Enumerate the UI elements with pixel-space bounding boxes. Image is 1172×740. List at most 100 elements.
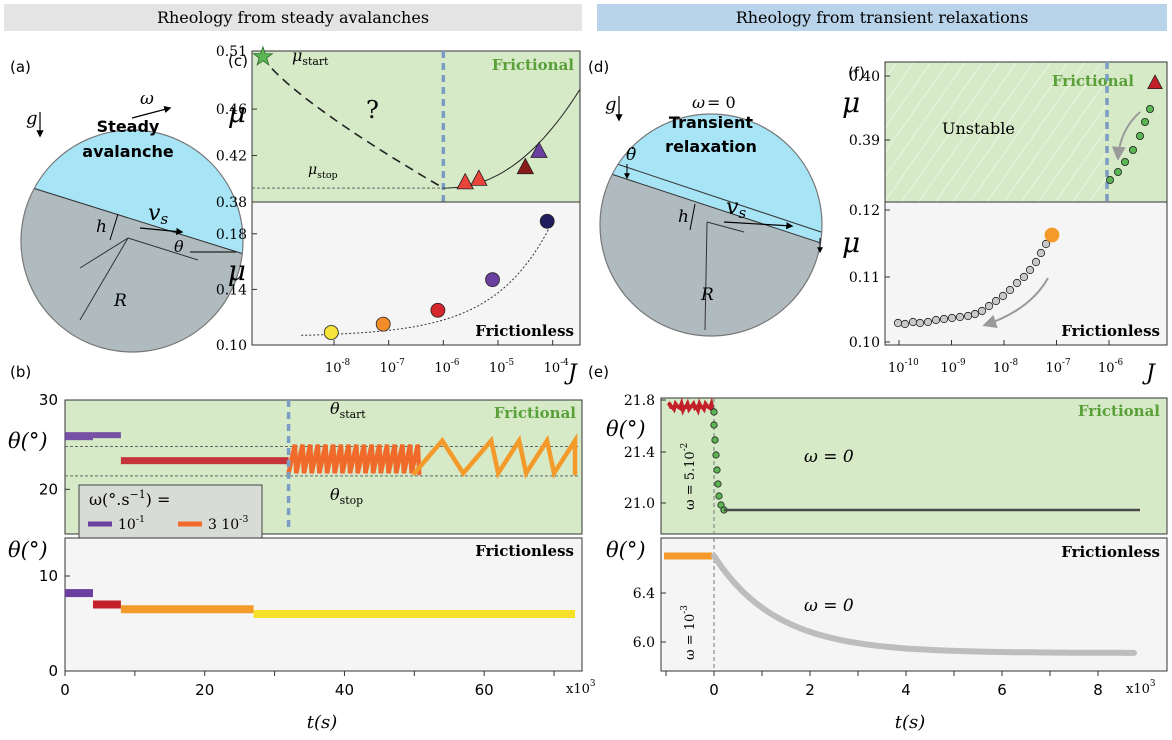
ytick-label: 0.14 xyxy=(216,282,247,298)
question-mark: ? xyxy=(366,96,379,124)
omega-label: ω xyxy=(140,89,154,109)
y-axis-label: μ xyxy=(842,226,860,259)
data-point xyxy=(710,421,718,429)
data-point xyxy=(984,301,994,311)
plot-frame xyxy=(251,201,581,346)
xtick-label: 10-6 xyxy=(434,358,460,376)
plot-frame xyxy=(660,397,1168,535)
xtick-label: 10-4 xyxy=(544,358,570,376)
panel-label: (c) xyxy=(228,52,248,70)
plot-frame xyxy=(660,537,1168,672)
x-axis-label: J xyxy=(1142,361,1156,386)
data-point xyxy=(1012,278,1022,288)
data-point xyxy=(1136,131,1145,140)
panel-label: (a) xyxy=(10,58,31,76)
velocity-arrow xyxy=(139,227,184,236)
rotated-label: ω = 10-3 xyxy=(680,605,698,660)
radius-label: R xyxy=(700,285,714,305)
xtick-label: 10-10 xyxy=(888,358,919,376)
data-point xyxy=(939,314,949,324)
grain-region xyxy=(21,184,243,352)
xtick-label: 40 xyxy=(335,681,354,699)
ytick-label: 0.11 xyxy=(849,270,880,286)
data-point xyxy=(947,313,957,323)
frictionless-plot-bg xyxy=(65,538,582,671)
legend-label: 3 10-3 xyxy=(208,514,248,533)
data-point xyxy=(1114,167,1123,176)
omega-value: = 0 xyxy=(707,93,736,112)
unstable-hatch xyxy=(885,62,1107,202)
xtick-label: 6 xyxy=(997,681,1007,699)
xtick-label: 0 xyxy=(60,681,70,699)
data-point xyxy=(539,213,555,229)
ytick-label: 0.12 xyxy=(849,203,880,219)
x-scale-note: x103 xyxy=(566,679,596,697)
data-point xyxy=(1129,145,1138,154)
y-axis-label: μ xyxy=(228,96,246,129)
data-point xyxy=(1141,118,1150,127)
data-point xyxy=(931,315,941,325)
plot-frame xyxy=(64,537,583,672)
ytick-label: 0.46 xyxy=(216,102,247,118)
x-axis-label: t(s) xyxy=(307,712,338,733)
ytick-label: 0.38 xyxy=(216,195,247,211)
panel-label: (f) xyxy=(848,64,865,82)
avalanche-title: avalanche xyxy=(82,142,174,161)
data-triangle xyxy=(530,141,548,158)
relaxation-title: Transient xyxy=(669,113,753,132)
ytick-label: 0.10 xyxy=(849,335,880,351)
mu-start-label: μstart xyxy=(292,46,329,68)
xtick-label: 10-8 xyxy=(325,358,351,376)
data-point xyxy=(430,302,446,318)
avalanche-title: Steady xyxy=(97,117,160,136)
frictional-title: Frictional xyxy=(1078,402,1160,420)
plot-frame xyxy=(884,201,1168,346)
ytick-label: 6.0 xyxy=(633,635,655,651)
legend-title: ω(°.s−1) = xyxy=(89,488,170,509)
series-band xyxy=(65,432,93,441)
unstable-label: Unstable xyxy=(942,119,1015,138)
ytick-label: 0.39 xyxy=(849,133,880,149)
relaxation-arrow xyxy=(1111,111,1141,161)
panel-label: (e) xyxy=(588,363,609,381)
xtick-label: 0 xyxy=(709,681,719,699)
data-point xyxy=(1025,265,1035,275)
grain-region xyxy=(600,170,822,336)
data-point xyxy=(915,318,925,328)
data-triangle xyxy=(456,172,474,190)
series-band xyxy=(253,610,576,618)
xtick-label: 10-7 xyxy=(380,358,405,376)
y-axis-label: θ(°) xyxy=(606,538,646,562)
ytick-label: 0.40 xyxy=(849,69,880,85)
data-point xyxy=(900,319,910,329)
data-point xyxy=(1005,285,1015,295)
omega-zero-label: ω = 0 xyxy=(804,596,854,616)
gravity-label: g xyxy=(26,108,38,129)
y-axis-label: μ xyxy=(228,254,246,287)
depth-arrow xyxy=(109,213,119,241)
disk-outline xyxy=(599,113,823,337)
frictional-title: Frictional xyxy=(492,56,574,74)
driven-series xyxy=(666,397,715,416)
inner-line xyxy=(706,221,745,233)
disk-outline xyxy=(20,129,244,353)
data-point xyxy=(375,316,391,332)
data-point xyxy=(998,291,1008,301)
ytick-label: 0.10 xyxy=(216,338,247,354)
data-triangle xyxy=(470,169,488,186)
frictionless-title: Frictionless xyxy=(1061,543,1160,561)
frictional-title: Frictional xyxy=(1052,72,1134,90)
xtick-label: 8 xyxy=(1093,681,1103,699)
ytick-label: 30 xyxy=(39,391,58,409)
data-triangle xyxy=(1147,74,1163,89)
ytick-label: 20 xyxy=(39,480,58,498)
frictional-plot-bg xyxy=(661,398,1167,534)
data-point xyxy=(1044,227,1060,243)
xtick-label: 10-9 xyxy=(941,358,967,376)
frictionless-title: Frictionless xyxy=(475,322,574,340)
xtick-label: 10-5 xyxy=(489,358,514,376)
data-point xyxy=(711,436,719,444)
ytick-label: 0.18 xyxy=(216,227,247,243)
mu-start-star xyxy=(252,45,274,66)
free-surface xyxy=(21,183,243,257)
